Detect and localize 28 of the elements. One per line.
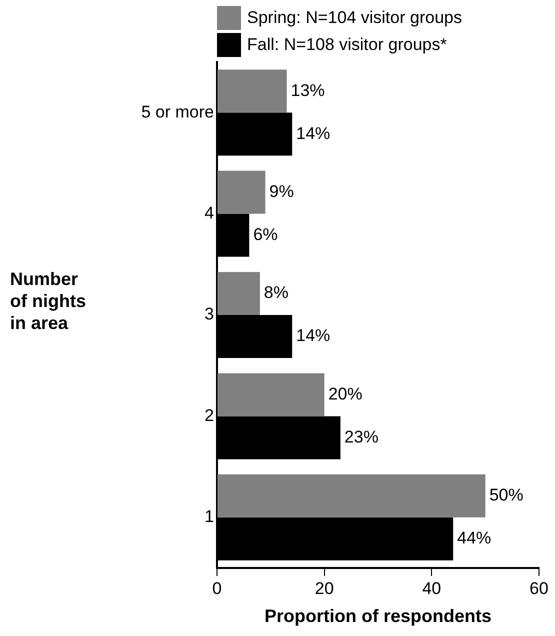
bar [218, 373, 324, 416]
y-tick-label: 1 [204, 507, 214, 526]
y-tick-label: 5 or more [141, 102, 214, 122]
legend-label: Fall: N=108 visitor groups* [247, 34, 447, 54]
y-tick-label: 2 [204, 406, 214, 425]
x-tick-label: 60 [530, 578, 548, 598]
x-tick-label: 0 [212, 578, 222, 598]
data-label: 14% [296, 326, 330, 346]
y-axis-title: Number of nights in area [10, 268, 86, 334]
x-tick-label: 40 [422, 578, 442, 598]
y-tick-label: 3 [204, 304, 214, 324]
data-label: 20% [328, 384, 362, 404]
bar [218, 474, 486, 518]
data-label: 50% [489, 486, 524, 505]
x-tick-label: 20 [314, 578, 334, 598]
data-label: 44% [457, 528, 492, 548]
data-label: 9% [269, 182, 294, 201]
data-label: 13% [290, 80, 325, 100]
data-label: 6% [253, 224, 278, 244]
bar [218, 170, 266, 214]
bar [218, 70, 287, 113]
bar [218, 272, 260, 315]
legend-label: Spring: N=104 visitor groups [247, 8, 462, 28]
data-label: 14% [296, 124, 330, 143]
data-label: 8% [264, 283, 289, 302]
x-axis-title: Proportion of respondents [264, 606, 492, 626]
y-tick-label: 4 [204, 203, 214, 222]
data-label: 23% [344, 427, 378, 446]
